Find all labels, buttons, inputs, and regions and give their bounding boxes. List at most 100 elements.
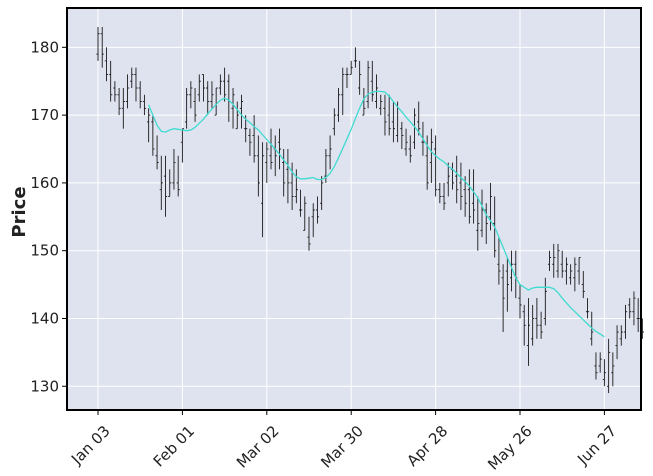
grid-lines [67,8,641,410]
ohlc-bar [543,277,547,326]
ohlc-bar [252,115,256,163]
ohlc-bar [298,189,303,217]
ohlc-bar [286,149,290,204]
ohlc-bar [505,257,509,312]
ohlc-bar [336,87,341,122]
ohlc-bar [185,87,189,129]
ohlc-bar [632,291,636,326]
ohlc-bar [526,298,531,366]
ohlc-bar [611,352,615,387]
y-axis-ticks: 130 140 150 160 170 180 [30,38,67,395]
ohlc-bar [201,73,206,102]
x-tick-label: Apr 28 [403,422,451,470]
ohlc-bar [180,128,184,163]
ohlc-bar [147,108,151,143]
ohlc-bar [282,149,286,197]
ohlc-bar [328,135,332,170]
x-tick-label: Jan 03 [67,422,114,469]
ohlc-bar [539,311,543,339]
ohlc-bar [277,128,282,170]
ohlc-bar [459,162,463,211]
plot-frame [66,7,642,411]
ohlc-bar [265,142,269,183]
y-axis-title: Price [9,186,30,237]
y-tick-label: 170 [30,106,59,124]
y-tick-label: 130 [30,377,59,395]
ohlc-bar [345,67,349,88]
ohlc-bar [189,81,193,109]
ohlc-bar [370,60,374,102]
ohlc-bar [121,87,125,129]
ohlc-bar [577,257,581,285]
ohlc-bar [531,304,535,346]
ohlc-bar [417,101,421,136]
ohlc-bar [113,81,117,102]
x-tick-label: Mar 30 [317,422,367,472]
ohlc-bar [636,298,640,333]
ohlc-bar [290,162,294,211]
ohlc-bar [117,87,121,116]
ohlc-bar [556,243,560,278]
ohlc-bar [569,264,573,285]
ohlc-bar [248,128,252,156]
ohlc-bar [303,196,307,231]
ohlc-bar [463,176,467,217]
x-tick-label: Jun 27 [573,422,620,469]
ohlc-bar [598,352,602,373]
ohlc-bar [315,196,320,224]
ohlc-bar [341,67,345,116]
ohlc-bar [404,128,408,156]
ohlc-bar [594,352,598,380]
ohlc-bar [391,101,395,143]
ohlc-bar [518,284,522,319]
ohlc-bar [497,237,501,285]
ohlc-bar [96,26,100,61]
ohlc-bar [412,108,417,150]
ohlc-bar [172,149,176,190]
ohlc-bar [522,304,526,346]
ohlc-bar [438,182,442,204]
ohlc-bar [269,128,273,170]
ohlc-bar [547,250,552,272]
ohlc-bar [366,60,370,109]
ohlc-bar [623,304,628,339]
ohlc-bar [125,74,130,109]
ohlc-bar [159,155,163,211]
ohlc-bar [218,74,222,95]
ohlc-bar [206,81,210,116]
ohlc-bar [362,87,366,116]
ohlc-bar [260,142,265,238]
ohlc-bars [96,26,644,394]
ohlc-bar [446,162,450,197]
ohlc-bar [602,359,606,387]
y-tick-label: 140 [30,309,59,327]
ohlc-bar [619,325,623,346]
ohlc-bar [176,155,180,197]
ohlc-bar [307,216,311,251]
ohlc-bar [400,121,404,150]
y-tick-label: 180 [30,38,59,56]
ohlc-bar [488,182,493,231]
ohlc-bar [109,60,113,102]
ohlc-bar [353,47,358,68]
ohlc-bar [358,60,362,95]
ohlc-bar [197,74,201,102]
x-axis-ticks: Jan 03 Feb 01 Mar 02 Mar 30 Apr 28 May 26 Jun … [67,410,620,474]
ohlc-bar [467,169,471,224]
ohlc-bar [564,257,569,285]
ohlc-bar [379,94,383,116]
ohlc-bar [387,94,391,136]
ohlc-bar [100,26,104,68]
ohlc-bar [501,264,505,333]
ohlc-bar [383,94,387,136]
y-tick-label: 150 [30,242,59,260]
ohlc-bar [442,182,446,211]
ohlc-bar [223,67,227,102]
ohlc-bar [239,94,244,129]
ohlc-bar [429,128,433,183]
ohlc-bar [130,67,134,88]
ohlc-bar [484,203,488,244]
ohlc-bar [142,94,147,116]
ohlc-bar [585,298,590,319]
